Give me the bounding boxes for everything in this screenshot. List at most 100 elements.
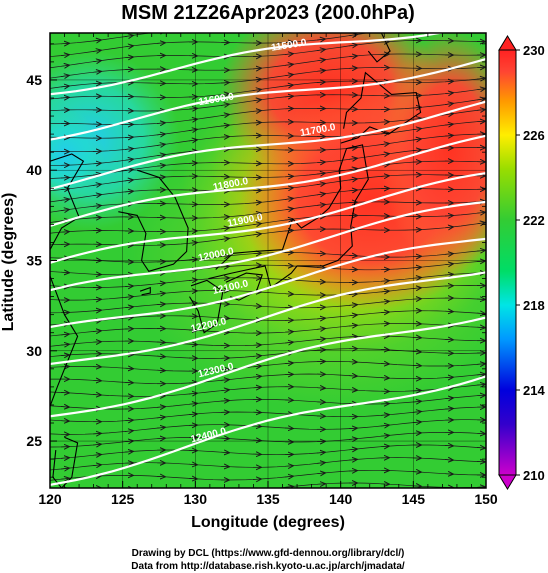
streamline xyxy=(50,249,486,263)
y-tick-label: 30 xyxy=(26,343,42,359)
wind-arrow xyxy=(220,380,229,381)
coastline xyxy=(189,279,224,334)
wind-arrow xyxy=(284,294,293,295)
wind-arrow xyxy=(348,315,357,316)
wind-arrow xyxy=(92,455,101,456)
wind-arrow xyxy=(156,123,165,124)
wind-arrow xyxy=(412,299,421,300)
wind-arrow xyxy=(476,67,485,68)
wind-arrow xyxy=(92,163,101,164)
y-tick-label: 35 xyxy=(26,253,42,269)
wind-arrow xyxy=(252,366,261,367)
wind-arrow xyxy=(220,390,229,391)
wind-arrow xyxy=(124,137,133,138)
y-tick-label: 40 xyxy=(26,162,42,178)
wind-arrow xyxy=(220,217,229,218)
wind-arrow xyxy=(380,446,389,447)
wind-arrow xyxy=(316,329,325,330)
x-tick-label: 140 xyxy=(329,491,353,507)
wind-arrow xyxy=(348,45,357,46)
height-contour xyxy=(50,57,486,141)
wind-arrow xyxy=(284,85,293,86)
wind-arrow xyxy=(348,158,357,159)
wind-arrow xyxy=(380,176,389,177)
wind-arrow xyxy=(316,402,325,403)
wind-arrow xyxy=(348,376,357,377)
wind-arrow xyxy=(412,150,421,151)
wind-arrow xyxy=(348,305,357,306)
wind-arrow xyxy=(348,428,357,429)
wind-arrow xyxy=(316,205,325,206)
wind-arrow xyxy=(252,202,261,203)
wind-arrow xyxy=(252,100,261,101)
wind-arrow xyxy=(60,334,69,335)
wind-arrow xyxy=(476,313,485,314)
wind-arrow xyxy=(92,465,101,466)
height-contour xyxy=(50,271,486,366)
wind-arrow xyxy=(124,286,133,287)
colorbar-tick-label: 230 xyxy=(523,43,545,58)
wind-arrow xyxy=(380,281,389,282)
wind-arrow xyxy=(412,278,421,279)
wind-arrow xyxy=(284,332,293,333)
wind-arrow xyxy=(348,169,357,170)
wind-arrow xyxy=(156,43,165,44)
footer-line-2: Data from http://database.rish.kyoto-u.a… xyxy=(131,561,405,572)
streamline xyxy=(50,310,486,326)
wind-arrow xyxy=(284,466,293,467)
wind-arrow xyxy=(61,489,69,490)
wind-arrow xyxy=(60,272,69,273)
wind-arrow xyxy=(316,82,325,83)
wind-arrow xyxy=(188,464,197,465)
wind-arrow xyxy=(60,75,69,76)
wind-arrow xyxy=(188,344,197,345)
wind-arrow xyxy=(412,351,421,352)
wind-arrow xyxy=(92,40,101,41)
wind-arrow xyxy=(92,310,101,311)
wind-arrow xyxy=(220,256,229,257)
wind-arrow xyxy=(252,111,261,112)
wind-arrow xyxy=(60,478,69,479)
coastline xyxy=(139,286,151,296)
wind-arrow xyxy=(188,140,197,141)
wind-arrow xyxy=(284,363,293,364)
streamline xyxy=(50,53,486,79)
height-contour xyxy=(50,237,486,329)
wind-arrow xyxy=(92,195,101,196)
wind-arrow xyxy=(188,393,197,394)
y-tick-label: 45 xyxy=(26,72,42,88)
wind-arrow xyxy=(316,339,325,340)
x-tick-label: 130 xyxy=(184,491,208,507)
wind-arrow xyxy=(380,291,389,292)
wind-arrow xyxy=(380,154,389,155)
wind-arrow xyxy=(252,68,261,69)
wind-arrow xyxy=(220,401,229,402)
wind-arrow xyxy=(476,364,485,365)
streamline xyxy=(50,469,486,481)
wind-arrow xyxy=(284,219,293,220)
streamline xyxy=(81,482,486,488)
wind-arrow xyxy=(252,224,261,225)
wind-arrow xyxy=(92,206,101,207)
wind-arrow xyxy=(124,297,133,298)
wind-arrow xyxy=(444,227,453,228)
x-tick-label: 120 xyxy=(38,491,62,507)
wind-arrow xyxy=(476,299,485,300)
wind-arrow xyxy=(252,234,261,235)
height-contour xyxy=(50,33,446,96)
y-ticks: 25 30 35 40 45 xyxy=(26,43,486,478)
wind-arrow xyxy=(92,331,101,332)
wind-arrow xyxy=(348,325,357,326)
colorbar-bottom-arrow xyxy=(498,474,517,490)
wind-arrow xyxy=(412,472,421,473)
wind-arrow xyxy=(284,96,293,97)
wind-arrow xyxy=(412,412,421,413)
wind-arrow xyxy=(124,57,133,58)
height-contour xyxy=(50,134,486,228)
wind-arrow xyxy=(316,268,325,269)
wind-arrow xyxy=(412,401,421,402)
wind-arrow xyxy=(188,330,197,331)
wind-arrow xyxy=(380,144,389,145)
wind-arrow xyxy=(412,267,421,268)
wind-arrow xyxy=(124,35,133,36)
